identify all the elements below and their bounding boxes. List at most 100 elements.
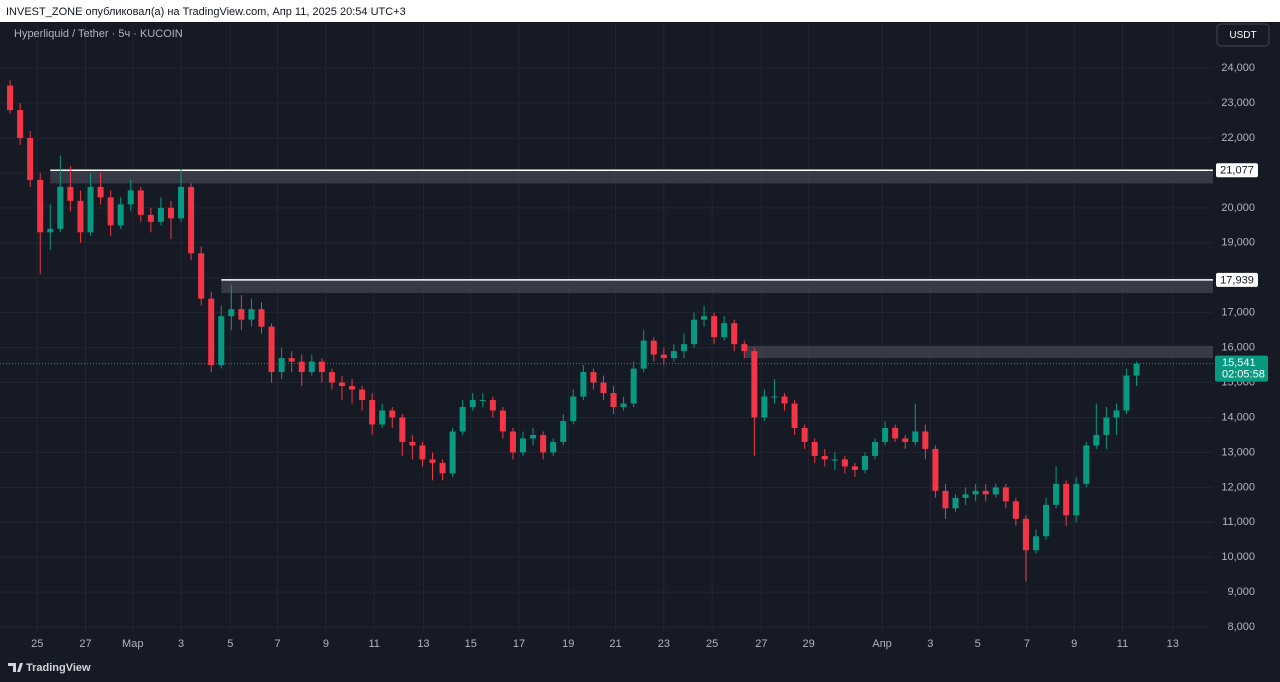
candle-body: [308, 361, 315, 373]
candle-body: [630, 368, 637, 404]
grid: [0, 22, 1213, 632]
candle-body: [509, 431, 516, 453]
candle-body: [1103, 417, 1110, 435]
y-tick-label: 8,000: [1227, 621, 1255, 633]
candle-body: [1043, 504, 1050, 537]
countdown: 02:05:58: [1222, 369, 1265, 381]
candle-body: [620, 403, 627, 408]
x-tick-label: 11: [1117, 638, 1128, 650]
candle-body: [369, 400, 376, 425]
candle-body: [318, 361, 325, 373]
candle-body: [861, 455, 869, 470]
candles: [7, 80, 1140, 582]
axes: 8,000 9,000 10,000 11,000 12,000 13,000 14,000…: [31, 62, 1268, 650]
y-tick-label: 24,000: [1221, 62, 1255, 74]
candle-body: [811, 441, 818, 456]
candle-body: [499, 410, 506, 432]
candle-body: [650, 340, 657, 355]
candle-body: [117, 204, 124, 226]
x-tick-label: 23: [658, 638, 670, 650]
candle-body: [1123, 375, 1130, 411]
level-label-box: [1216, 163, 1258, 178]
candle-body: [57, 186, 64, 229]
level-label: 21,077: [1220, 165, 1254, 177]
candle-body: [912, 431, 919, 442]
x-tick-label: 9: [323, 638, 329, 650]
y-tick-label: 19,000: [1221, 237, 1255, 249]
candle-body: [258, 309, 265, 327]
candle-body: [610, 393, 617, 408]
candle-body: [690, 319, 698, 345]
candle-body: [741, 344, 748, 352]
x-tick-label: 19: [562, 638, 574, 650]
candle-body: [459, 407, 466, 432]
candle-body: [67, 186, 74, 201]
candle-body: [952, 497, 959, 509]
candle-body: [992, 487, 999, 495]
y-tick-label: 17,000: [1221, 307, 1255, 319]
x-tick-label: 3: [927, 638, 933, 650]
candle-body: [560, 420, 567, 442]
x-tick-label: 3: [178, 638, 184, 650]
x-tick-label: 27: [755, 638, 767, 650]
currency-button[interactable]: [1216, 23, 1270, 47]
candle-body: [379, 410, 386, 425]
candle-body: [872, 441, 879, 456]
y-tick-label: 10,000: [1221, 551, 1255, 563]
candle-body: [489, 400, 496, 411]
candle-body: [731, 323, 738, 345]
candle-body: [851, 466, 858, 470]
candle-body: [932, 448, 939, 491]
candle-body: [298, 361, 305, 373]
header-text: INVEST_ZONE опубликовал(а) на TradingVie…: [6, 6, 406, 18]
candle-body: [37, 179, 44, 233]
last-price-label: 15,541: [1222, 357, 1256, 369]
candle-body: [540, 434, 547, 453]
zone: [744, 345, 1213, 359]
x-tick-label: 9: [1071, 638, 1077, 650]
x-tick-label: 15: [465, 638, 477, 650]
y-tick-label: 16,000: [1221, 342, 1255, 354]
candle-body: [288, 358, 295, 362]
x-tick-label: 11: [368, 638, 379, 650]
candle-body: [469, 400, 476, 408]
candle-body: [248, 309, 255, 320]
candle-body: [902, 438, 909, 442]
candle-body: [137, 190, 144, 215]
candle-body: [97, 186, 104, 198]
candle-body: [761, 396, 768, 418]
candle-body: [590, 372, 597, 383]
currency-label[interactable]: USDT: [1229, 30, 1256, 41]
candle-body: [1093, 434, 1100, 446]
x-tick-label: Мар: [122, 638, 144, 650]
candle-body: [167, 207, 175, 219]
candle-body: [1002, 487, 1009, 502]
symbol-title: Hyperliquid / Tether · 5ч · KUCOIN: [14, 28, 183, 40]
candle-body: [962, 494, 969, 498]
candle-body: [359, 389, 366, 401]
candle-body: [1063, 483, 1070, 516]
candle-body: [198, 253, 205, 299]
y-tick-label: 23,000: [1221, 97, 1255, 109]
x-tick-label: 13: [417, 638, 429, 650]
y-tick-label: 20,000: [1221, 202, 1255, 214]
candle-body: [349, 386, 356, 390]
header-bar: [0, 0, 1280, 22]
candle-body: [419, 445, 426, 460]
y-tick-label: 14,000: [1221, 411, 1255, 423]
candle-body: [580, 372, 587, 397]
candle-body: [17, 110, 24, 138]
x-tick-label: 7: [275, 638, 281, 650]
candle-body: [771, 396, 778, 398]
candle-body: [1133, 363, 1140, 376]
candle-body: [127, 190, 134, 205]
candle-body: [409, 441, 416, 446]
x-tick-label: 5: [975, 638, 981, 650]
candle-body: [751, 351, 758, 418]
x-tick-label: 27: [79, 638, 91, 650]
zone: [221, 279, 1213, 294]
candle-body: [680, 344, 687, 352]
candle-body: [670, 351, 677, 359]
brand-icon: [8, 663, 23, 672]
